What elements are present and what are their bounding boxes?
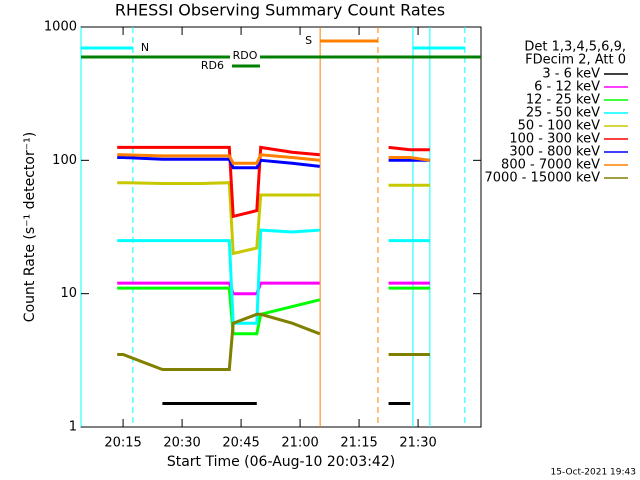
x-tick-label: 20:45: [222, 436, 259, 451]
legend-label: 800 - 7000 keV: [501, 158, 600, 173]
legend-label: 25 - 50 keV: [526, 106, 600, 121]
legend-label: 6 - 12 keV: [534, 80, 600, 95]
y-tick-label: 10: [60, 286, 77, 301]
legend-header: Det 1,3,4,5,6,9,: [524, 40, 626, 55]
legend-header: FDecim 2, Att 0: [525, 53, 626, 68]
series-line: [117, 181, 430, 256]
series-line: [117, 312, 430, 371]
flag-label: N: [141, 41, 149, 54]
x-tick-label: 21:00: [281, 436, 318, 451]
x-axis-label: Start Time (06-Aug-10 20:03:42): [167, 454, 395, 470]
legend-label: 50 - 100 keV: [518, 119, 601, 134]
x-tick-label: 21:15: [340, 436, 377, 451]
flag-label-bg: [230, 50, 260, 62]
legend-label: 3 - 6 keV: [542, 67, 600, 82]
legend-label: 300 - 800 keV: [509, 145, 600, 160]
flag-label: RDO: [233, 49, 258, 62]
legend-label: 7000 - 15000 keV: [485, 171, 601, 186]
legend-label: 12 - 25 keV: [526, 93, 600, 108]
chart-title: RHESSI Observing Summary Count Rates: [115, 1, 445, 20]
series-line: [117, 153, 431, 165]
y-tick-label: 1: [69, 420, 77, 435]
footer: 15-Oct-2021 19:43: [551, 468, 636, 478]
legend-label: 100 - 300 keV: [509, 132, 600, 147]
x-tick-label: 20:30: [163, 436, 200, 451]
series-line: [117, 145, 430, 219]
y-tick-label: 100: [52, 153, 77, 168]
y-axis-label: Count Rate (s⁻¹ detector⁻¹): [22, 132, 38, 322]
x-tick-label: 21:30: [399, 436, 436, 451]
x-tick-label: 20:15: [104, 436, 141, 451]
series-line: [117, 228, 430, 325]
flag-label: S: [305, 34, 312, 47]
flag-label: RD6: [201, 59, 224, 72]
y-tick-label: 1000: [44, 20, 77, 35]
